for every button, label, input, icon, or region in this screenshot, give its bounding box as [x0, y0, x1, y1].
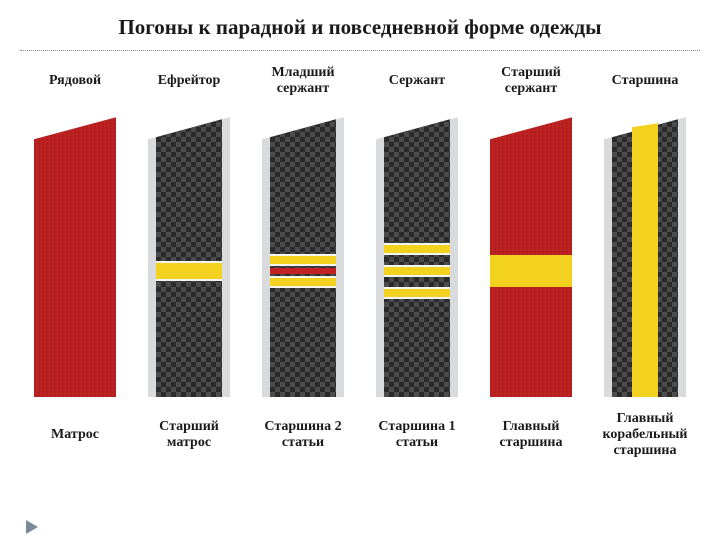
- arrow-icon: [26, 520, 38, 534]
- shoulder-strap-wrap: [595, 107, 695, 397]
- top-rank-label: Ефрейтор: [158, 59, 221, 103]
- horizontal-stripe: [156, 261, 222, 281]
- shoulder-strap: [148, 117, 230, 397]
- shoulder-strap: [262, 117, 344, 397]
- horizontal-stripe: [270, 254, 336, 266]
- horizontal-stripe: [270, 276, 336, 288]
- shoulder-strap-wrap: [481, 107, 581, 397]
- shoulder-strap-wrap: [25, 107, 125, 397]
- shoulder-strap: [604, 117, 686, 397]
- bottom-rank-label: Старшина 1 статьи: [367, 407, 467, 463]
- insignia-column: Старший сержант Главный старшина: [481, 59, 581, 463]
- title-divider: [20, 50, 700, 51]
- shoulder-strap: [490, 117, 572, 397]
- insignia-column: Рядовой Матрос: [25, 59, 125, 463]
- bottom-rank-label: Старший матрос: [139, 407, 239, 463]
- strap-center: [384, 117, 450, 397]
- insignia-column: Ефрейтор Старший матрос: [139, 59, 239, 463]
- bottom-rank-label: Главный старшина: [481, 407, 581, 463]
- top-rank-label: Сержант: [389, 59, 445, 103]
- horizontal-stripe: [384, 287, 450, 299]
- top-rank-label: Старший сержант: [481, 59, 581, 103]
- horizontal-stripe: [384, 243, 450, 255]
- horizontal-stripe: [384, 265, 450, 277]
- strap-body: [34, 117, 116, 397]
- insignia-row: РядовойМатросЕфрейторСтарший матросМладш…: [0, 59, 720, 463]
- horizontal-stripe: [270, 268, 336, 274]
- insignia-column: Сержант Старшина 1 статьи: [367, 59, 467, 463]
- page-title: Погоны к парадной и повседневной форме о…: [0, 0, 720, 48]
- top-rank-label: Старшина: [612, 59, 679, 103]
- bottom-rank-label: Главный корабельный старшина: [595, 407, 695, 463]
- shoulder-strap-wrap: [139, 107, 239, 397]
- insignia-column: Старшина Главный корабельный старшина: [595, 59, 695, 463]
- bottom-rank-label: Старшина 2 статьи: [253, 407, 353, 463]
- shoulder-strap-wrap: [367, 107, 467, 397]
- shoulder-strap-wrap: [253, 107, 353, 397]
- strap-center: [156, 117, 222, 397]
- shoulder-strap: [34, 117, 116, 397]
- top-rank-label: Рядовой: [49, 59, 101, 103]
- shoulder-strap: [376, 117, 458, 397]
- horizontal-stripe-wide: [490, 255, 572, 287]
- vertical-stripe: [632, 117, 658, 397]
- insignia-column: Младший сержант Старшина 2 статьи: [253, 59, 353, 463]
- top-rank-label: Младший сержант: [253, 59, 353, 103]
- bottom-rank-label: Матрос: [51, 407, 99, 463]
